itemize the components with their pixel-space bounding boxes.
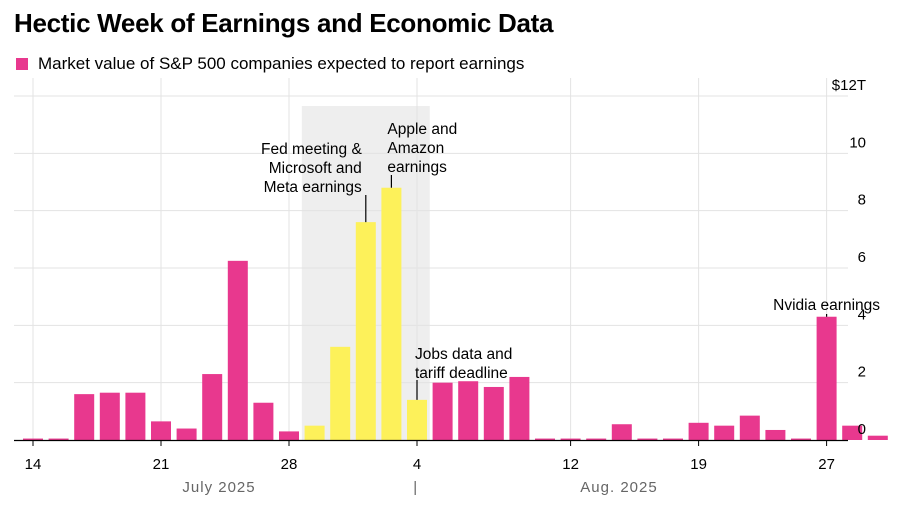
bar-2025-07-15	[48, 438, 69, 440]
annotation: Jobs data and tariff deadline	[415, 346, 512, 382]
legend-swatch	[16, 58, 28, 70]
chart-title: Hectic Week of Earnings and Economic Dat…	[14, 8, 554, 38]
x-tick-label: 28	[281, 456, 298, 473]
annotation-line: Nvidia earnings	[773, 297, 880, 314]
y-tick-label: 6	[858, 249, 866, 266]
annotation-line: Fed meeting &	[261, 141, 362, 158]
bar-2025-08-07	[483, 386, 504, 440]
annotation-line: Microsoft and	[269, 160, 362, 177]
y-tick-label: 10	[849, 134, 866, 151]
x-tick-label: 12	[562, 456, 579, 473]
bar-2025-07-31	[355, 222, 376, 440]
bar-2025-07-16	[74, 394, 95, 440]
legend-label: Market value of S&P 500 companies expect…	[38, 54, 525, 73]
bar-2025-08-19	[688, 422, 709, 440]
bar-2025-08-04	[407, 399, 427, 440]
annotation: Apple and Amazon earnings	[387, 121, 457, 176]
legend: Market value of S&P 500 companies expect…	[16, 54, 524, 74]
bar-2025-08-18	[663, 438, 683, 440]
month-label: July 2025	[182, 479, 255, 496]
bar-2025-08-22	[765, 429, 786, 440]
bar-2025-07-25	[253, 402, 274, 440]
bar-2025-07-29	[304, 425, 325, 440]
annotation-line: tariff deadline	[415, 365, 508, 382]
bar-2025-07-30	[330, 346, 351, 440]
bar-2025-08-11	[535, 438, 555, 440]
annotation-line: Amazon	[387, 140, 444, 157]
annotation-line: Meta earnings	[264, 179, 362, 196]
x-tick-label: 19	[690, 456, 707, 473]
x-tick-label: 27	[818, 456, 835, 473]
y-tick-label: 0	[858, 421, 866, 438]
x-tick-label: 21	[153, 456, 170, 473]
bar-2025-07-24	[227, 260, 248, 440]
y-tick-label: $12T	[832, 77, 866, 94]
month-label: Aug. 2025	[580, 479, 657, 496]
bar-2025-08-13	[586, 438, 607, 440]
bar-2025-08-21	[739, 415, 760, 440]
annotation: Nvidia earnings	[773, 297, 880, 314]
bar-2025-08-14	[611, 424, 632, 440]
bar-2025-07-18	[125, 392, 146, 440]
x-tick-label: 4	[413, 456, 421, 473]
bar-2025-08-01	[381, 187, 402, 440]
y-tick-label: 8	[858, 192, 866, 209]
bar-2025-07-22	[176, 428, 197, 440]
bar-2025-08-12	[560, 438, 581, 440]
y-tick-label: 4	[858, 306, 866, 323]
annotation: Fed meeting & Microsoft and Meta earnings	[261, 141, 362, 196]
bar-2025-07-17	[99, 392, 120, 440]
bar-2025-07-23	[202, 374, 223, 440]
annotation-line: earnings	[387, 159, 447, 176]
x-tick-label: 14	[25, 456, 42, 473]
bar-2025-08-27	[842, 425, 863, 440]
bar-2025-07-21	[151, 421, 171, 440]
bar-2025-08-05	[432, 382, 453, 440]
month-divider: |	[413, 479, 418, 496]
annotation-line: Jobs data and	[415, 346, 512, 363]
bar-2025-08-28	[867, 435, 888, 440]
annotation-line: Apple and	[387, 121, 457, 138]
bar-2025-07-14	[23, 438, 43, 440]
y-tick-label: 2	[858, 364, 866, 381]
bar-2025-08-15	[637, 438, 658, 440]
bar-2025-08-26	[816, 316, 837, 440]
bar-2025-08-06	[458, 381, 479, 440]
bar-2025-07-28	[279, 431, 299, 440]
bar-2025-08-20	[714, 425, 735, 440]
bar-2025-08-08	[509, 376, 530, 440]
bar-2025-08-25	[791, 438, 811, 440]
